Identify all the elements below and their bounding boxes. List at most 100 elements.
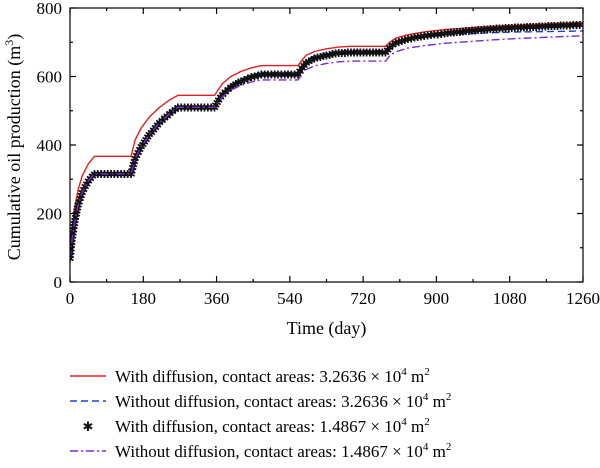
- data-point: ✱: [337, 47, 346, 60]
- data-point: ✱: [356, 47, 365, 60]
- data-point: ✱: [155, 117, 164, 130]
- data-point: ✱: [277, 68, 286, 81]
- data-point: ✱: [180, 101, 189, 114]
- data-point: ✱: [437, 28, 446, 41]
- data-point: ✱: [443, 27, 452, 40]
- data-point: ✱: [513, 22, 522, 35]
- data-point: ✱: [492, 23, 501, 36]
- legend-label: With diffusion, contact areas: 3.2636 × …: [115, 366, 430, 386]
- legend-entry: Without diffusion, contact areas: 1.4867…: [70, 441, 451, 461]
- data-point: ✱: [130, 156, 139, 169]
- data-point: ✱: [446, 27, 455, 40]
- data-point: ✱: [353, 47, 362, 60]
- data-point: ✱: [72, 205, 81, 218]
- data-point: ✱: [231, 78, 240, 91]
- data-point: ✱: [93, 168, 102, 181]
- data-point: ✱: [529, 21, 538, 34]
- data-point: ✱: [516, 21, 525, 34]
- data-point: ✱: [280, 68, 289, 81]
- data-point: ✱: [313, 52, 322, 65]
- data-point: ✱: [71, 211, 80, 224]
- data-point: ✱: [66, 249, 75, 262]
- data-point: ✱: [334, 47, 343, 60]
- data-point: ✱: [267, 68, 276, 81]
- series-line-1: [70, 30, 583, 259]
- data-point: ✱: [158, 114, 167, 127]
- data-point: ✱: [126, 168, 135, 181]
- data-point: ✱: [290, 68, 299, 81]
- data-point: ✱: [368, 47, 377, 60]
- data-point: ✱: [67, 233, 76, 246]
- data-point: ✱: [68, 230, 77, 243]
- data-point: ✱: [216, 91, 225, 104]
- data-point: ✱: [240, 74, 249, 87]
- data-point: ✱: [229, 79, 238, 92]
- data-point: ✱: [464, 25, 473, 38]
- data-point: ✱: [477, 24, 486, 37]
- data-point: ✱: [67, 240, 76, 253]
- legend-label: Without diffusion, contact areas: 3.2636…: [115, 391, 451, 411]
- series-line-3: [70, 35, 583, 259]
- data-point: ✱: [197, 101, 206, 114]
- data-point: ✱: [260, 68, 269, 81]
- data-point: ✱: [403, 33, 412, 46]
- data-point: ✱: [556, 20, 565, 33]
- data-point: ✱: [110, 168, 119, 181]
- data-point: ✱: [328, 48, 337, 61]
- data-point: ✱: [532, 21, 541, 34]
- legend-entry: ✱ With diffusion, contact areas: 1.4867 ×…: [83, 416, 430, 436]
- data-point: ✱: [410, 32, 419, 45]
- data-point: ✱: [413, 31, 422, 44]
- data-point: ✱: [420, 30, 429, 43]
- y-tick-label: 200: [37, 205, 63, 224]
- data-point: ✱: [247, 71, 256, 84]
- data-point: ✱: [522, 21, 531, 34]
- data-point: ✱: [346, 47, 355, 60]
- data-point: ✱: [388, 39, 397, 52]
- data-point: ✱: [223, 83, 232, 96]
- series-markers-2: ✱✱✱✱✱✱✱✱✱✱✱✱✱✱✱✱✱✱✱✱✱✱✱✱✱✱✱✱✱✱✱✱✱✱✱✱✱✱✱✱…: [65, 19, 584, 266]
- data-point: ✱: [519, 21, 528, 34]
- data-point: ✱: [67, 236, 76, 249]
- data-point: ✱: [187, 101, 196, 114]
- y-tick-label: 600: [37, 68, 63, 87]
- axes: 0 180 360 540 720 900 1080 1260 0 200 400 600 800 Tim…: [2, 0, 600, 339]
- data-point: ✱: [65, 253, 74, 266]
- data-point: ✱: [263, 68, 272, 81]
- data-point: ✱: [538, 20, 547, 33]
- data-point: ✱: [66, 243, 75, 256]
- data-point: ✱: [307, 54, 316, 67]
- data-point: ✱: [316, 51, 325, 64]
- legend-entry: Without diffusion, contact areas: 3.2636…: [70, 391, 451, 411]
- x-tick-label: 540: [277, 289, 303, 308]
- data-point: ✱: [559, 20, 568, 33]
- data-point: ✱: [575, 19, 584, 32]
- data-point: ✱: [287, 68, 296, 81]
- x-tick-label: 180: [131, 289, 157, 308]
- data-point: ✱: [394, 36, 403, 49]
- data-point: ✱: [467, 25, 476, 38]
- data-point: ✱: [426, 29, 435, 42]
- data-point: ✱: [440, 27, 449, 40]
- data-point: ✱: [510, 22, 519, 35]
- data-point: ✱: [77, 189, 86, 202]
- data-point: ✱: [295, 65, 304, 78]
- data-point: ✱: [397, 35, 406, 48]
- data-point: ✱: [378, 47, 387, 60]
- data-point: ✱: [535, 21, 544, 34]
- data-point: ✱: [423, 30, 432, 43]
- legend-label: With diffusion, contact areas: 1.4867 × …: [115, 416, 430, 436]
- data-point: ✱: [480, 24, 489, 37]
- data-point: ✱: [343, 47, 352, 60]
- x-tick-label: 1080: [493, 289, 527, 308]
- legend-marker: ✱: [83, 420, 94, 435]
- x-axis-title: Time (day): [287, 318, 367, 339]
- data-point: ✱: [340, 47, 349, 60]
- data-point: ✱: [325, 49, 334, 62]
- data-point: ✱: [257, 68, 266, 81]
- data-point: ✱: [66, 246, 75, 259]
- data-point: ✱: [304, 55, 313, 68]
- data-point: ✱: [283, 68, 292, 81]
- data-point: ✱: [383, 44, 392, 57]
